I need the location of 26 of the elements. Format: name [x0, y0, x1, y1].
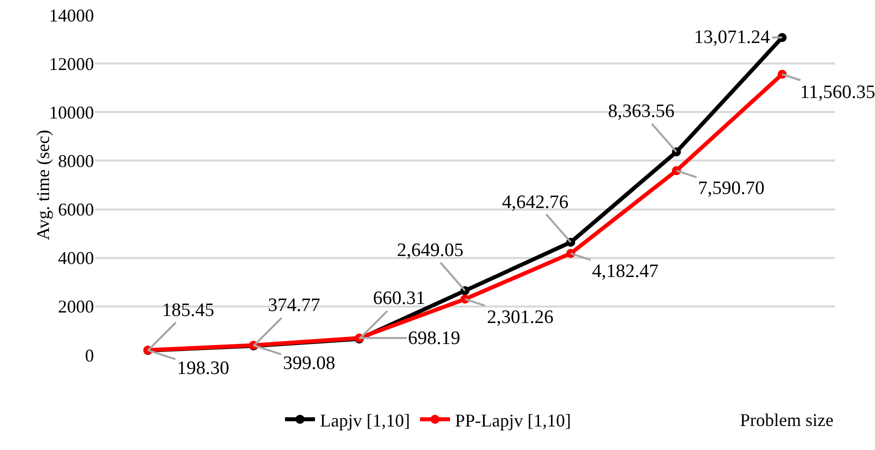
y-tick-label: 2000 [58, 296, 94, 317]
data-label: 8,363.56 [608, 101, 674, 122]
y-tick-label: 6000 [58, 200, 94, 220]
legend-label: Lapjv [1,10] [320, 410, 410, 430]
y-tick-label: 4000 [58, 248, 94, 268]
x-axis-title: Problem size [740, 410, 834, 430]
data-label: 4,642.76 [502, 192, 568, 213]
data-label: 399.08 [283, 353, 336, 374]
data-label: 698.19 [408, 328, 460, 349]
y-tick-label: 10000 [49, 102, 94, 122]
data-label: 13,071.24 [694, 27, 770, 48]
data-label: 185.45 [162, 300, 214, 321]
data-label: 198.30 [177, 358, 230, 379]
data-label: 7,590.70 [698, 178, 764, 199]
y-tick-label: 8000 [58, 151, 94, 172]
data-label: 374.77 [268, 295, 320, 316]
y-tick-label: 14000 [49, 5, 94, 26]
y-tick-label: 12000 [49, 54, 94, 74]
data-label: 11,560.35 [800, 82, 875, 103]
data-label: 660.31 [373, 288, 426, 309]
y-tick-label: 0 [85, 345, 94, 366]
data-label: 2,649.05 [397, 240, 464, 261]
legend-label: PP-Lapjv [1,10] [454, 410, 571, 430]
y-axis-title: Avg. time (sec) [33, 130, 53, 240]
data-label: 2,301.26 [487, 307, 554, 328]
data-label: 4,182.47 [592, 261, 658, 282]
